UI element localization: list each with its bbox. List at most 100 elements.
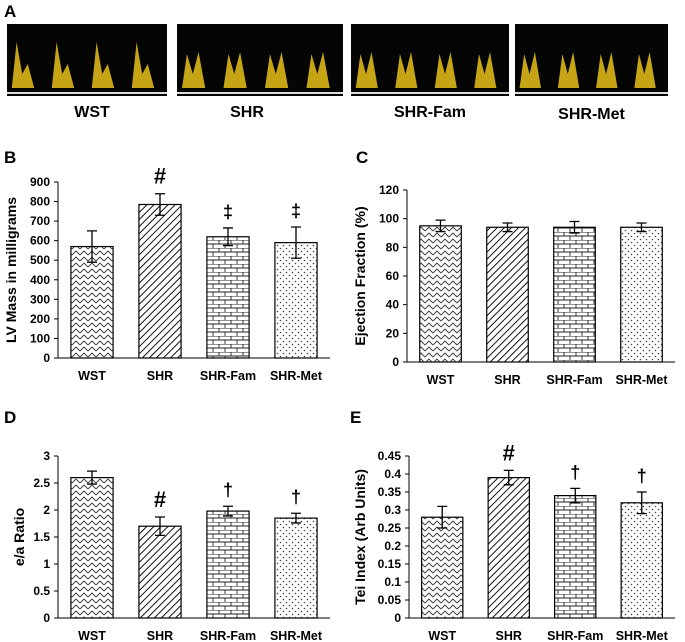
panel-b-letter: B — [4, 148, 17, 167]
bar-wst — [419, 225, 462, 363]
y-tick-label: 200 — [30, 312, 50, 326]
error-bar — [87, 470, 97, 485]
doppler-image-shr-fam — [351, 24, 509, 96]
doppler-label-wst: WST — [74, 104, 110, 121]
error-bar — [636, 222, 647, 233]
y-tick-label: 0.4 — [384, 467, 401, 481]
y-tick-label: 100 — [379, 212, 399, 226]
bar-shr-met — [620, 226, 663, 363]
y-tick-label: 0 — [394, 611, 401, 625]
bar-shr-met — [274, 517, 318, 619]
y-tick-label: 2.5 — [33, 476, 50, 490]
x-tick-label: SHR-Met — [270, 369, 323, 383]
x-tick-label: SHR-Fam — [547, 629, 603, 642]
bar-shr-met — [620, 502, 663, 619]
bar-wst — [70, 245, 114, 359]
x-tick-label: SHR-Fam — [200, 369, 256, 383]
y-tick-label: 500 — [30, 253, 50, 267]
significance-marker: † — [570, 462, 580, 482]
chart-c-ejection-fraction: 0 20 40 60 80 100 120 Ejection Fraction (%) WST S… — [352, 183, 675, 387]
x-tick-label: WST — [78, 369, 106, 383]
error-bar — [570, 487, 581, 504]
panel-c-letter: C — [356, 148, 369, 167]
x-tick-label: SHR — [147, 369, 173, 383]
chart-b-lv-mass: 0 100 200 300 400 500 600 700 800 900 LV Mass in m… — [3, 164, 330, 383]
error-bar — [291, 512, 301, 524]
x-tick-label: SHR — [494, 373, 520, 387]
significance-marker: # — [503, 440, 515, 465]
y-tick-label: 300 — [30, 292, 50, 306]
bar-shr-fam — [553, 226, 596, 363]
bar-shr-met — [274, 242, 318, 359]
significance-marker: † — [223, 480, 233, 500]
y-tick-label: 0.15 — [378, 557, 402, 571]
bar-shr — [486, 226, 529, 363]
error-bar — [437, 505, 448, 529]
significance-marker: † — [291, 487, 301, 507]
error-bar — [291, 226, 301, 259]
error-bar — [223, 227, 233, 247]
y-axis-label: Ejection Fraction (%) — [352, 206, 368, 345]
y-tick-label: 0.45 — [378, 449, 402, 463]
error-bar — [223, 505, 233, 517]
y-tick-label: 700 — [30, 214, 50, 228]
y-tick-label: 1 — [43, 557, 50, 571]
bar-shr — [487, 476, 530, 619]
y-tick-label: 400 — [30, 273, 50, 287]
doppler-label-shr-fam: SHR-Fam — [393, 104, 466, 121]
y-tick-label: 3 — [43, 449, 50, 463]
error-bar — [155, 516, 165, 537]
doppler-label-shr-met: SHR-Met — [558, 106, 625, 123]
bar-shr-fam — [554, 494, 597, 619]
y-tick-label: 100 — [30, 331, 50, 345]
bar-wst — [421, 516, 464, 619]
y-tick-label: 0 — [43, 351, 50, 365]
y-tick-label: 60 — [386, 269, 400, 283]
error-bar — [87, 230, 97, 263]
x-tick-label: SHR-Met — [270, 629, 323, 642]
y-tick-label: 0.05 — [378, 593, 402, 607]
y-tick-label: 0.25 — [378, 521, 402, 535]
y-tick-label: 2 — [43, 503, 50, 517]
doppler-image-shr-met — [515, 24, 668, 96]
y-tick-label: 20 — [386, 326, 400, 340]
significance-marker: ‡ — [291, 201, 301, 221]
x-tick-label: WST — [428, 629, 456, 642]
y-tick-label: 0.1 — [384, 575, 401, 589]
significance-marker: # — [154, 487, 166, 512]
bar-shr — [138, 525, 182, 619]
bar-shr-fam — [206, 510, 250, 619]
error-bar — [503, 469, 514, 486]
y-tick-label: 0 — [392, 355, 399, 369]
y-tick-label: 80 — [386, 240, 400, 254]
error-bar — [569, 220, 580, 234]
y-tick-label: 1.5 — [33, 530, 50, 544]
error-bar — [435, 219, 446, 233]
doppler-image-wst — [7, 24, 167, 96]
significance-marker: † — [637, 466, 647, 486]
panel-a-letter: A — [4, 2, 17, 21]
doppler-label-shr: SHR — [230, 104, 264, 121]
x-tick-label: SHR-Fam — [200, 629, 256, 642]
significance-marker: # — [154, 164, 166, 189]
y-tick-label: 0 — [43, 611, 50, 625]
x-tick-label: SHR-Met — [616, 629, 669, 642]
chart-e-tei-index: 0 0.05 0.1 0.15 0.2 0.25 0.3 0.35 0.4 0.45 Tei Ind… — [352, 440, 675, 642]
y-axis-label: Tei Index (Arb Units) — [352, 469, 368, 605]
significance-marker: ‡ — [223, 202, 233, 222]
panel-e-letter: E — [350, 408, 362, 427]
y-tick-label: 600 — [30, 234, 50, 248]
error-bar — [636, 491, 647, 515]
y-tick-label: 40 — [386, 298, 400, 312]
y-tick-label: 0.5 — [33, 584, 50, 598]
y-tick-label: 0.3 — [384, 503, 401, 517]
x-tick-label: WST — [78, 629, 106, 642]
y-tick-label: 900 — [30, 175, 50, 189]
y-axis-label: LV Mass in milligrams — [3, 197, 19, 343]
x-tick-label: SHR — [147, 629, 173, 642]
panel-d-letter: D — [4, 408, 17, 427]
bar-shr — [138, 203, 182, 359]
y-tick-label: 120 — [379, 183, 399, 197]
x-tick-label: WST — [427, 373, 455, 387]
y-tick-label: 0.35 — [378, 485, 402, 499]
